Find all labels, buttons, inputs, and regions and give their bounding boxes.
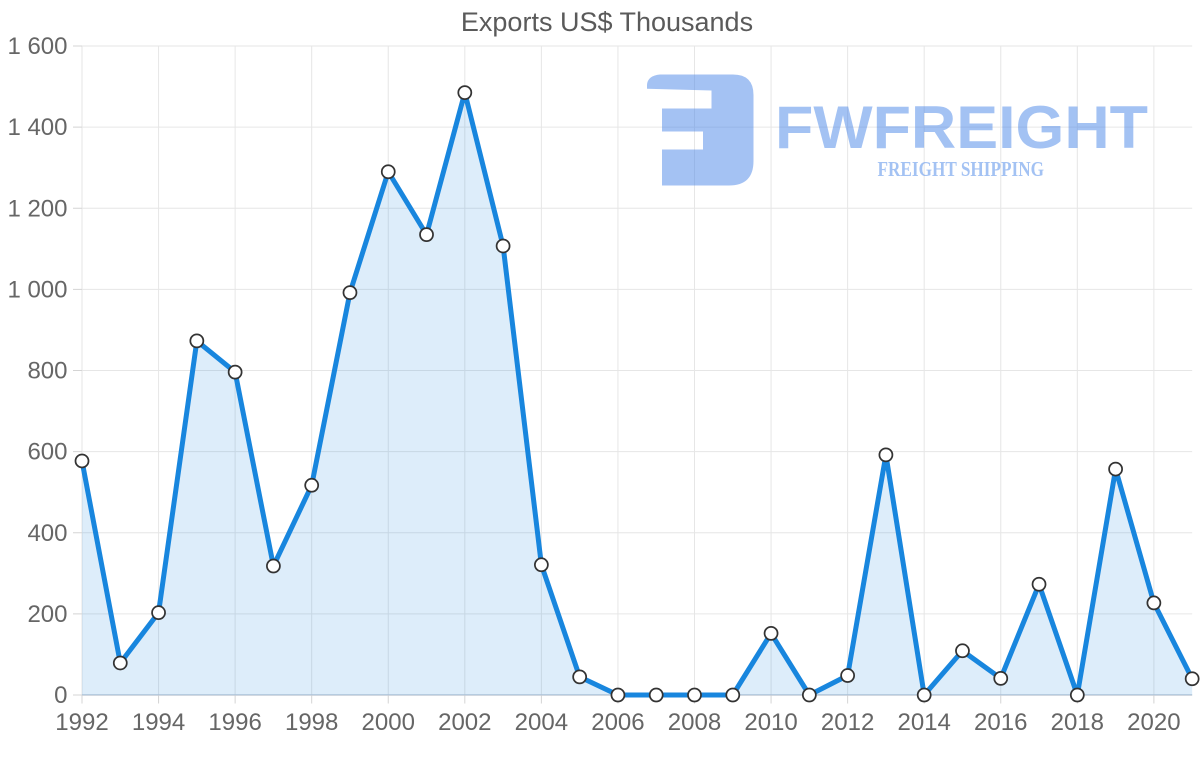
svg-text:2020: 2020: [1127, 709, 1180, 736]
svg-text:2018: 2018: [1051, 709, 1104, 736]
svg-text:0: 0: [54, 682, 67, 709]
svg-text:2008: 2008: [668, 709, 721, 736]
svg-text:2012: 2012: [821, 709, 874, 736]
svg-text:2004: 2004: [515, 709, 568, 736]
svg-text:600: 600: [27, 439, 67, 466]
svg-text:Exports US$ Thousands: Exports US$ Thousands: [461, 7, 753, 37]
svg-text:400: 400: [27, 520, 67, 547]
svg-text:1996: 1996: [208, 709, 261, 736]
svg-text:2006: 2006: [591, 709, 644, 736]
svg-text:1992: 1992: [55, 709, 108, 736]
svg-text:FWFREIGHT: FWFREIGHT: [775, 94, 1148, 161]
svg-text:2016: 2016: [974, 709, 1027, 736]
svg-text:1994: 1994: [132, 709, 185, 736]
svg-text:1 000: 1 000: [7, 276, 67, 303]
svg-text:800: 800: [27, 358, 67, 385]
svg-text:1 400: 1 400: [7, 114, 67, 141]
svg-text:2002: 2002: [438, 709, 491, 736]
svg-text:1 200: 1 200: [7, 195, 67, 222]
svg-text:2014: 2014: [897, 709, 950, 736]
svg-text:2010: 2010: [744, 709, 797, 736]
svg-text:1 600: 1 600: [7, 33, 67, 60]
svg-text:FREIGHT SHIPPING: FREIGHT SHIPPING: [878, 157, 1045, 181]
svg-text:2000: 2000: [362, 709, 415, 736]
svg-text:1998: 1998: [285, 709, 338, 736]
svg-text:200: 200: [27, 601, 67, 628]
